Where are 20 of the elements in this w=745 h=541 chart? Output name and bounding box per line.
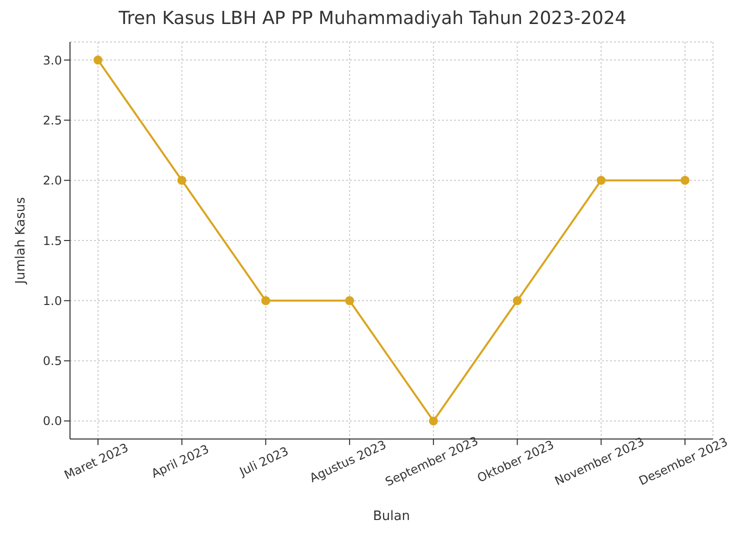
x-tick-label: April 2023 — [149, 442, 212, 481]
point — [680, 176, 690, 185]
y-tick-label: 3.0 — [42, 53, 62, 68]
y-tick-label: 1.0 — [42, 294, 62, 308]
y-tick-label: 0.0 — [42, 414, 62, 428]
point — [512, 296, 522, 306]
y-axis-title: Jumlah Kasus — [14, 196, 29, 285]
point — [177, 176, 186, 185]
y-tick-label: 1.5 — [42, 234, 62, 248]
point — [94, 56, 102, 65]
y-tick-label: 0.5 — [42, 354, 62, 368]
y-tick-label: 2.5 — [42, 113, 62, 128]
point — [596, 176, 606, 185]
point — [428, 416, 438, 426]
point — [345, 296, 354, 306]
x-axis-title: Bulan — [373, 509, 410, 524]
point — [261, 296, 270, 306]
chart-title: Tren Kasus LBH AP PP Muhammadiyah Tahun 2023-2024 — [118, 8, 628, 31]
x-tick-label: Juli 2023 — [236, 444, 291, 480]
y-tick-label: 2.0 — [42, 174, 62, 188]
